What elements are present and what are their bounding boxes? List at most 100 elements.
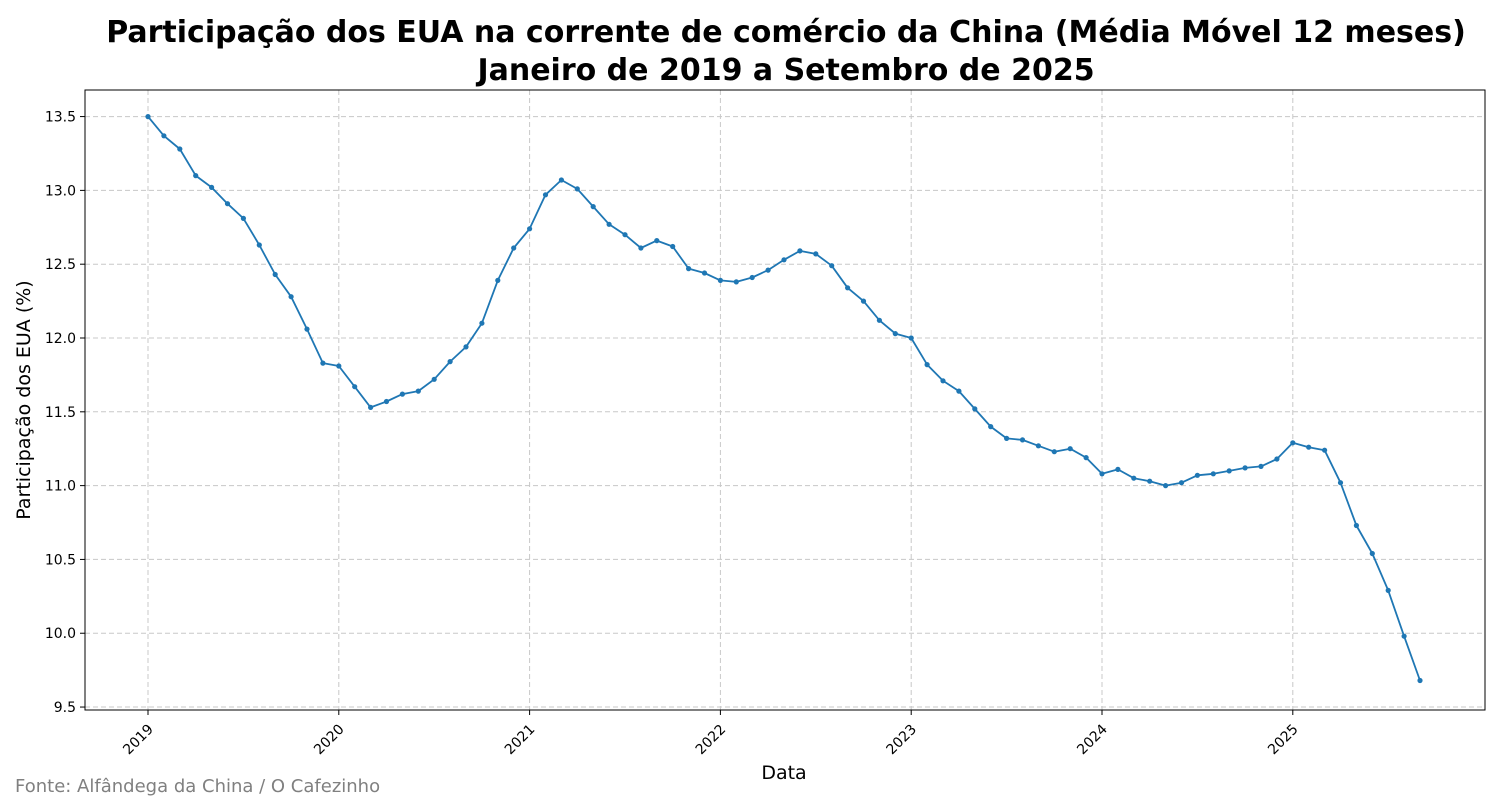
- data-point: [1019, 437, 1026, 443]
- data-point: [733, 279, 739, 285]
- data-point: [177, 146, 183, 152]
- data-point: [463, 344, 469, 350]
- data-point: [1099, 471, 1105, 477]
- data-point: [336, 363, 342, 369]
- data-point: [972, 406, 978, 412]
- data-point: [701, 270, 708, 276]
- data-point: [717, 277, 724, 283]
- data-point: [845, 285, 851, 291]
- data-point: [956, 388, 962, 394]
- data-point: [399, 391, 405, 397]
- data-point: [479, 320, 485, 326]
- data-point: [1163, 483, 1169, 489]
- y-tick-label: 10.5: [45, 552, 76, 568]
- data-point: [431, 376, 437, 382]
- data-point: [511, 245, 517, 251]
- data-point: [1051, 449, 1057, 455]
- data-point: [908, 335, 914, 341]
- data-point: [352, 384, 358, 390]
- data-point: [1004, 435, 1010, 441]
- data-point: [1131, 475, 1137, 481]
- data-point: [240, 215, 246, 221]
- y-tick-label: 13.0: [45, 183, 76, 199]
- data-point: [765, 267, 771, 273]
- data-point: [383, 398, 390, 405]
- chart-subtitle: Janeiro de 2019 a Setembro de 2025: [475, 53, 1094, 88]
- x-tick-layer: 2019 2020 2021 2022 2023 2024 2025: [120, 710, 1302, 759]
- data-point: [1385, 587, 1391, 594]
- data-point: [1115, 466, 1121, 472]
- data-point: [1067, 446, 1073, 452]
- y-axis-label: Participação dos EUA (%): [13, 280, 35, 519]
- data-point: [542, 192, 549, 198]
- data-point: [288, 294, 294, 300]
- x-tick-label: 2022: [693, 722, 730, 759]
- data-point: [638, 245, 644, 251]
- data-point: [1369, 550, 1375, 557]
- data-point: [924, 362, 930, 368]
- data-point: [1290, 440, 1296, 446]
- x-tick-label: 2023: [884, 722, 921, 759]
- grid-layer: [85, 90, 1485, 710]
- data-point: [1147, 478, 1153, 484]
- data-point: [686, 266, 692, 272]
- data-point: [1417, 677, 1423, 684]
- y-tick-label: 10.0: [45, 626, 76, 642]
- y-tick-label: 11.0: [45, 479, 76, 495]
- data-point: [1337, 480, 1344, 486]
- data-point: [860, 298, 867, 304]
- x-tick-label: 2021: [502, 722, 539, 759]
- data-point: [209, 184, 215, 190]
- data-point: [606, 221, 612, 227]
- data-point: [256, 242, 262, 248]
- data-point: [988, 424, 994, 430]
- data-point: [145, 114, 151, 120]
- y-tick-label: 12.5: [45, 257, 76, 273]
- data-point: [1258, 463, 1264, 469]
- data-point: [304, 326, 310, 332]
- data-point: [558, 177, 565, 183]
- data-point: [1035, 443, 1041, 449]
- data-point: [1226, 468, 1232, 474]
- data-point: [940, 378, 946, 384]
- x-axis-label: Data: [761, 762, 806, 784]
- x-tick-label: 2025: [1265, 722, 1302, 759]
- y-tick-label: 13.5: [45, 110, 76, 126]
- y-tick-label: 12.0: [45, 331, 76, 347]
- data-point: [447, 359, 453, 365]
- data-point: [781, 257, 787, 263]
- data-point: [1322, 447, 1328, 453]
- data-point: [622, 232, 628, 238]
- data-point: [1306, 444, 1312, 450]
- data-point: [1178, 480, 1185, 486]
- data-point: [415, 388, 421, 394]
- x-tick-label: 2024: [1074, 721, 1111, 758]
- data-point: [320, 360, 326, 366]
- data-point: [368, 404, 374, 410]
- source-note: Fonte: Alfândega da China / O Cafezinho: [15, 776, 380, 797]
- data-point: [1194, 472, 1200, 478]
- x-tick-label: 2020: [311, 722, 348, 759]
- data-point: [670, 243, 676, 250]
- data-point: [829, 263, 835, 269]
- data-point: [892, 331, 898, 337]
- data-point: [1210, 471, 1216, 477]
- y-tick-layer: 9.5 10.0 10.5 11.0 11.5 12.0 12.5 13.0 13.5: [45, 110, 85, 716]
- y-tick-label: 9.5: [54, 700, 76, 716]
- data-point: [224, 201, 231, 207]
- plot-area-frame: [84, 89, 1486, 711]
- data-point: [749, 274, 755, 281]
- data-point: [574, 186, 580, 192]
- data-point: [1353, 522, 1359, 529]
- data-point: [193, 173, 199, 179]
- data-point: [797, 248, 803, 254]
- x-tick-label: 2019: [120, 722, 157, 759]
- data-point: [1083, 455, 1089, 461]
- data-point: [495, 277, 501, 283]
- data-point: [272, 271, 278, 278]
- data-point: [813, 251, 819, 257]
- data-point: [1274, 456, 1280, 462]
- data-point: [876, 317, 883, 323]
- point-layer: [145, 114, 1423, 684]
